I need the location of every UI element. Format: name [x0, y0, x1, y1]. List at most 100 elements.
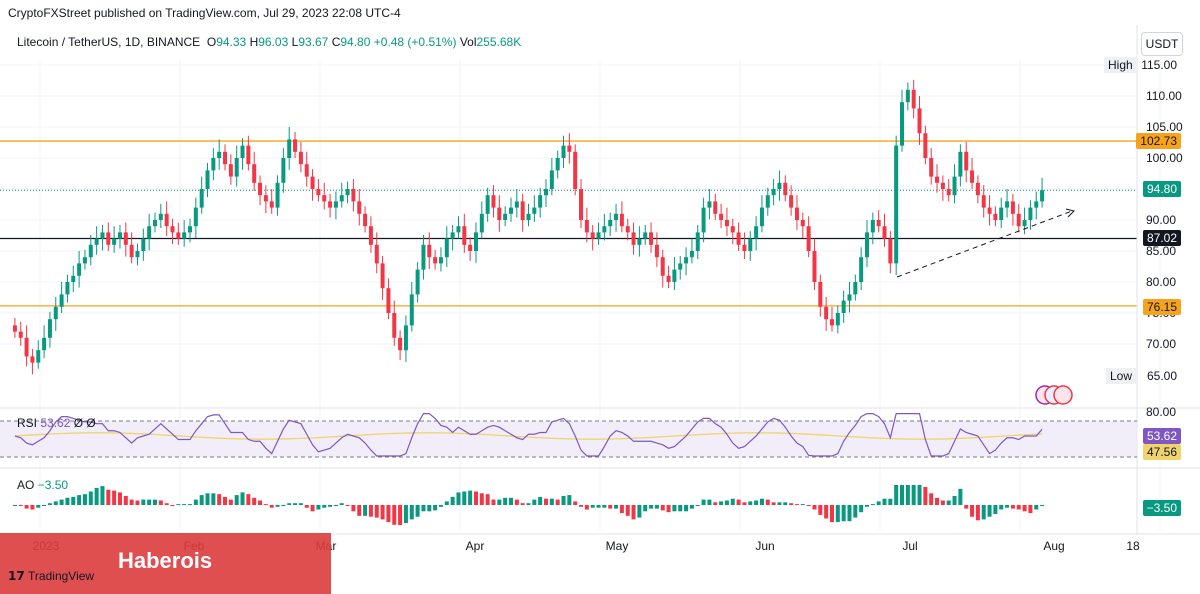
ao-bar — [730, 498, 735, 505]
ao-bar — [707, 499, 712, 505]
ao-bar — [888, 498, 893, 505]
candle-body — [829, 319, 834, 326]
ao-bar — [485, 494, 490, 505]
candle-body — [736, 232, 741, 245]
candle-body — [176, 232, 181, 239]
high-price-tag: 115.00 — [1141, 58, 1177, 72]
candle-body — [386, 288, 391, 313]
ao-bar — [561, 496, 566, 505]
low-value: 93.67 — [298, 35, 329, 49]
candle-body — [135, 251, 140, 258]
candle-body — [223, 151, 228, 165]
candle-body — [771, 189, 776, 196]
candle-body — [905, 89, 910, 103]
ao-bar — [129, 499, 134, 505]
candle-body — [398, 337, 403, 351]
price-tick-label: 70.00 — [1146, 337, 1176, 351]
candle-body — [859, 257, 864, 282]
candle-body — [689, 251, 694, 258]
candle-body — [316, 189, 321, 196]
candle-body — [275, 182, 280, 208]
candle-body — [1028, 207, 1033, 220]
ao-bar — [689, 505, 694, 509]
price-tick-label: 85.00 — [1146, 244, 1176, 258]
candle-body — [491, 195, 496, 208]
ao-bar — [602, 505, 607, 508]
ao-bar — [421, 505, 426, 512]
ao-bar — [491, 499, 496, 505]
ao-bar — [368, 505, 373, 517]
ao-bar — [631, 505, 636, 520]
ao-bar — [444, 501, 449, 505]
ao-bar — [438, 505, 443, 507]
ao-bar — [964, 505, 969, 509]
close-value: 94.80 — [340, 35, 371, 49]
ao-bar — [724, 500, 729, 505]
symbol-name: Litecoin / TetherUS, 1D, BINANCE — [17, 35, 201, 49]
candle-body — [660, 257, 665, 276]
candle-body — [701, 207, 706, 233]
ao-bar — [298, 503, 303, 505]
tradingview-logo[interactable]: 𝟭𝟳 TradingView — [8, 569, 95, 583]
candle-body — [252, 164, 257, 183]
candle-body — [870, 220, 875, 233]
ao-bar — [234, 495, 239, 505]
candle-body — [205, 170, 210, 189]
ao-bar — [993, 505, 998, 514]
candle-body — [170, 226, 175, 233]
candle-body — [672, 269, 677, 282]
candle-body — [47, 319, 52, 338]
ao-bar — [853, 505, 858, 518]
candle-body — [328, 201, 333, 208]
candle-body — [71, 275, 76, 282]
ao-bar — [783, 502, 788, 505]
ao-bar — [345, 505, 350, 506]
candle-body — [1022, 220, 1027, 227]
candle-body — [876, 220, 881, 227]
ao-bar — [1034, 505, 1039, 510]
candle-body — [82, 257, 87, 264]
ao-bar — [952, 496, 957, 505]
candle-body — [112, 238, 117, 245]
ao-bar — [794, 504, 799, 506]
ao-bar — [549, 498, 554, 505]
ao-bar — [894, 485, 899, 505]
ao-bar — [818, 505, 823, 515]
candle-body — [246, 145, 251, 165]
candle-body — [1040, 190, 1045, 202]
ao-bar — [590, 505, 595, 508]
ao-bar — [217, 494, 222, 505]
candle-body — [94, 238, 99, 245]
ao-bar — [304, 505, 309, 508]
ao-bar — [106, 489, 111, 505]
ao-bar — [660, 505, 665, 511]
ao-bar — [870, 504, 875, 506]
ao-bar — [427, 505, 432, 512]
candle-body — [929, 158, 934, 177]
candle-body — [409, 294, 414, 326]
ao-bar — [520, 503, 525, 505]
ao-bar — [1010, 505, 1015, 509]
ao-bar — [117, 492, 122, 505]
candle-body — [100, 232, 105, 239]
ao-bar — [176, 504, 181, 506]
price-axis: 70.0075.0080.0085.0090.0095.00100.00105.… — [0, 25, 1200, 535]
ao-bar — [835, 505, 840, 523]
candle-body — [684, 257, 689, 264]
candle-body — [666, 275, 671, 282]
ao-bar — [403, 505, 408, 523]
candle-body — [141, 238, 146, 251]
candle-body — [438, 257, 443, 264]
time-tick-label: Apr — [466, 539, 485, 553]
ao-bar — [800, 504, 805, 506]
candle-body — [748, 238, 753, 251]
candle-body — [18, 331, 23, 338]
candle-body — [497, 207, 502, 220]
currency-button[interactable]: USDT — [1141, 32, 1183, 56]
ao-bar — [859, 505, 864, 513]
candle-body — [789, 195, 794, 208]
ao-bar — [625, 505, 630, 516]
candle-body — [298, 151, 303, 165]
ao-bar — [864, 505, 869, 507]
